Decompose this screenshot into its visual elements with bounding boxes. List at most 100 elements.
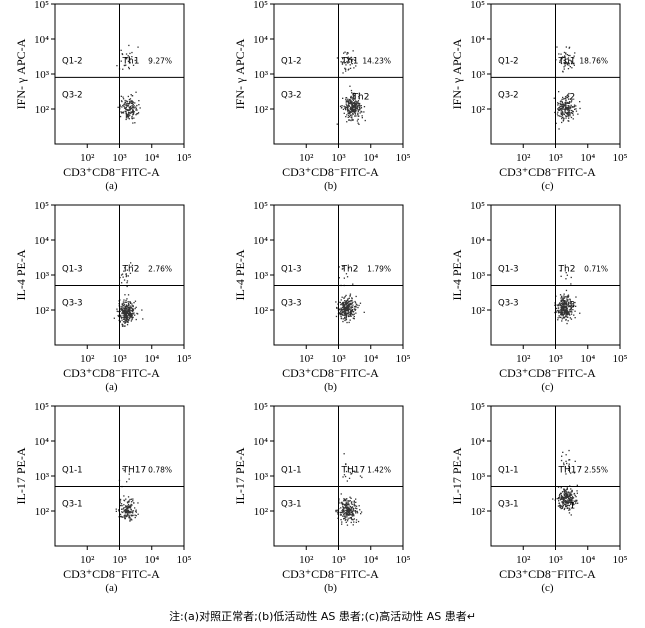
data-point xyxy=(351,97,353,99)
data-point xyxy=(132,498,134,500)
data-point xyxy=(348,301,350,303)
data-point xyxy=(571,498,574,500)
data-point xyxy=(341,310,343,312)
data-point xyxy=(569,106,572,108)
data-point xyxy=(569,467,571,469)
data-point xyxy=(125,310,127,312)
data-point xyxy=(125,118,127,121)
data-point xyxy=(351,313,353,316)
data-point xyxy=(340,307,342,309)
data-point xyxy=(129,112,132,114)
data-point xyxy=(343,513,345,515)
data-point xyxy=(568,311,570,313)
data-point xyxy=(134,514,136,516)
data-point xyxy=(351,105,353,107)
data-point xyxy=(568,105,570,107)
x-tick-label: 10³ xyxy=(331,353,346,365)
data-point xyxy=(353,501,355,503)
data-point xyxy=(560,299,562,301)
data-point xyxy=(124,309,126,311)
data-point xyxy=(127,301,129,303)
data-point xyxy=(121,112,123,114)
data-point xyxy=(134,122,136,124)
data-point xyxy=(566,487,568,489)
data-point xyxy=(565,102,567,105)
data-point xyxy=(345,300,347,303)
data-point xyxy=(133,502,135,504)
data-point xyxy=(132,113,135,115)
data-point xyxy=(120,317,123,319)
data-point xyxy=(126,318,129,320)
data-point xyxy=(575,105,577,107)
data-point xyxy=(127,502,129,504)
data-point xyxy=(354,510,357,512)
data-point xyxy=(568,469,570,471)
data-point xyxy=(353,109,355,111)
y-tick-label: 10³ xyxy=(471,270,486,282)
data-point xyxy=(572,504,574,506)
data-point xyxy=(344,515,346,517)
data-point xyxy=(575,296,577,298)
data-point xyxy=(558,304,560,306)
data-point xyxy=(354,115,356,117)
data-point xyxy=(579,107,581,110)
data-point xyxy=(125,110,127,113)
data-point xyxy=(352,107,354,110)
data-point xyxy=(347,298,349,300)
data-point xyxy=(567,115,570,117)
y-tick-label: 10³ xyxy=(35,471,50,483)
data-point xyxy=(346,299,348,302)
lower-gate-label: Q3-1 xyxy=(62,500,83,510)
data-point xyxy=(570,309,572,311)
data-point xyxy=(123,310,125,313)
data-point xyxy=(128,505,130,507)
data-point xyxy=(361,117,363,119)
scatter-points xyxy=(116,44,141,124)
data-point xyxy=(349,315,351,317)
x-tick-label: 10³ xyxy=(331,554,346,566)
data-point xyxy=(567,501,569,503)
data-point xyxy=(137,502,139,504)
data-point xyxy=(124,325,126,327)
lower-gate-label: Q3-3 xyxy=(62,299,83,309)
population-label: Th1 xyxy=(341,56,359,66)
data-point xyxy=(349,67,352,69)
data-point xyxy=(358,96,360,98)
data-point xyxy=(349,295,351,297)
data-point xyxy=(564,312,566,314)
data-point xyxy=(349,306,351,308)
data-point xyxy=(129,520,131,522)
data-point xyxy=(127,114,129,116)
x-tick-label: 10² xyxy=(516,152,531,164)
data-point xyxy=(122,316,124,319)
data-point xyxy=(558,502,561,504)
data-point xyxy=(562,317,565,319)
data-point xyxy=(566,307,568,310)
data-point xyxy=(565,117,567,119)
data-point xyxy=(572,57,575,59)
data-point xyxy=(567,304,569,306)
data-point xyxy=(353,306,356,308)
y-tick-label: 10² xyxy=(35,506,50,518)
data-point xyxy=(116,65,118,67)
data-point xyxy=(357,102,359,104)
data-point xyxy=(124,313,126,316)
data-point xyxy=(568,107,570,109)
data-point xyxy=(350,99,352,101)
data-point xyxy=(560,306,562,308)
data-point xyxy=(567,301,570,304)
data-point xyxy=(350,502,353,504)
data-point xyxy=(560,100,562,102)
data-point xyxy=(343,112,345,114)
data-point xyxy=(353,315,355,318)
data-point xyxy=(125,108,127,111)
y-tick-label: 10⁵ xyxy=(34,200,49,212)
data-point xyxy=(559,60,561,62)
data-point xyxy=(571,67,573,69)
data-point xyxy=(346,302,349,304)
data-point xyxy=(344,308,347,310)
data-point xyxy=(570,500,572,503)
data-point xyxy=(345,64,347,66)
data-point xyxy=(137,113,139,115)
data-point xyxy=(565,46,567,48)
